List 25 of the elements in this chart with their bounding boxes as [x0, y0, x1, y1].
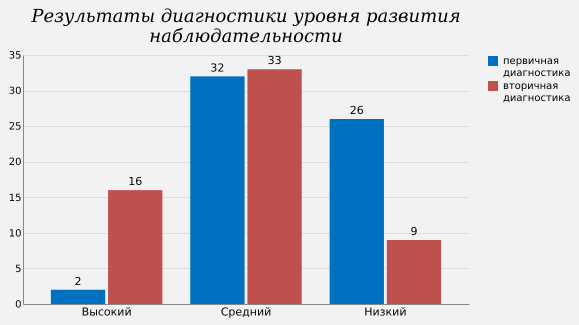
- bar: [108, 190, 162, 304]
- y-tick-label: 5: [15, 264, 22, 275]
- y-tick-label: 35: [8, 50, 22, 62]
- data-label: 16: [128, 175, 142, 188]
- y-tick-label: 25: [8, 122, 22, 133]
- x-tick-label: Высокий: [82, 306, 132, 318]
- y-tick-label: 20: [8, 157, 22, 168]
- bar: [386, 240, 442, 304]
- y-tick-label: 10: [8, 228, 22, 240]
- x-tick-label: Средний: [220, 306, 272, 318]
- data-label: 2: [74, 274, 82, 288]
- bar: [247, 69, 302, 304]
- bar: [330, 119, 384, 304]
- y-tick-label: 15: [8, 192, 22, 204]
- data-label: 26: [350, 104, 364, 118]
- y-tick-label: 30: [8, 86, 22, 98]
- data-label: 33: [268, 54, 282, 68]
- bar: [50, 290, 106, 304]
- legend-label: вторичная диагностика: [503, 81, 570, 104]
- bar: [190, 76, 245, 304]
- x-tick-label: Низкий: [364, 306, 406, 318]
- data-label: 32: [210, 61, 224, 74]
- y-tick-label: 0: [15, 300, 22, 310]
- chart-title: Результаты диагностики уровня развития наблюдательности: [30, 6, 461, 47]
- data-label: 9: [410, 224, 418, 238]
